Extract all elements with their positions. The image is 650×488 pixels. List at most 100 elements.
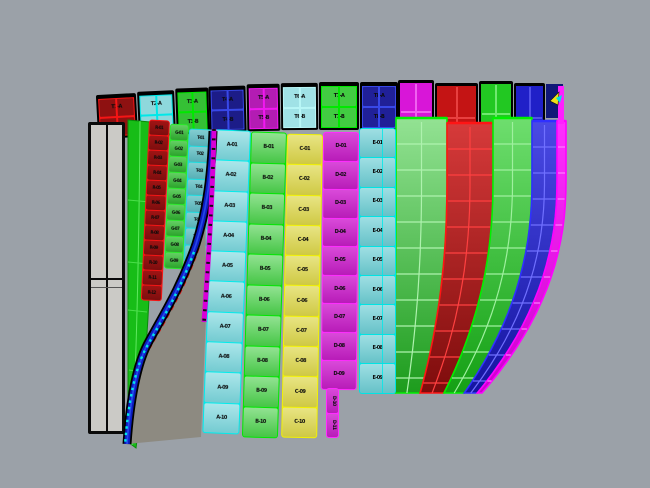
panel-cell[interactable]: G-05	[167, 188, 186, 205]
panel-cell[interactable]: D-10	[327, 389, 338, 413]
panel-cell[interactable]: G-03	[168, 156, 187, 173]
panel-cell[interactable]: R-12	[141, 285, 162, 301]
panel-cell[interactable]: A-10	[203, 402, 240, 434]
panel-cell[interactable]: C-01	[287, 134, 322, 165]
panel-cell[interactable]: R-08	[144, 225, 165, 241]
panel-label: T-08	[192, 250, 200, 256]
panel-cell[interactable]: R-11	[142, 270, 163, 286]
panel-cell[interactable]: T-05	[186, 195, 210, 212]
panel-cell[interactable]: B-04	[248, 223, 284, 255]
panel-cell[interactable]: A-04	[210, 221, 247, 252]
panel-cell[interactable]: G-04	[168, 172, 186, 189]
panel-cell[interactable]: R-05	[146, 180, 167, 196]
panel-cell[interactable]: A-05	[209, 251, 246, 283]
panel-cell[interactable]: G-08	[165, 236, 184, 253]
panel-cell[interactable]: C-09	[282, 377, 318, 407]
panel-cell[interactable]: R-09	[143, 240, 164, 256]
panel-cell[interactable]: C-05	[285, 255, 320, 286]
panel-cell[interactable]: R-01	[149, 120, 169, 136]
panel-cell[interactable]: D-06	[322, 275, 357, 304]
panel-cell[interactable]: B-02	[250, 162, 286, 194]
panel-cell[interactable]: A-01	[213, 130, 250, 161]
panel-cell[interactable]: A-07	[206, 311, 243, 343]
top-panel-t7[interactable]: T7-AT7-B	[319, 82, 359, 130]
panel-cell[interactable]: A-03	[211, 190, 248, 222]
panel-cell[interactable]: E-07	[360, 305, 395, 335]
panel-column-col-d-tail[interactable]: D-10 D-11	[326, 388, 339, 438]
panel-cell[interactable]: C-10	[282, 407, 317, 438]
panel-cell[interactable]: C-06	[284, 286, 320, 317]
panel-label: C-07	[295, 327, 307, 334]
panel-cell[interactable]: R-07	[145, 210, 165, 226]
band-blue-isoline	[470, 125, 546, 394]
panel-label: E-03	[372, 198, 383, 205]
panel-label: C-05	[297, 267, 308, 274]
panel-cell[interactable]: D-05	[322, 246, 357, 275]
panel-cell[interactable]: T-07	[185, 228, 208, 245]
panel-cell[interactable]: B-01	[251, 132, 286, 163]
detail-gray-panel[interactable]	[88, 122, 125, 434]
panel-cell[interactable]: A-09	[204, 372, 241, 404]
panel-label: D-04	[334, 228, 346, 235]
panel-cell[interactable]: C-07	[283, 316, 319, 347]
panel-cell[interactable]: E-01	[360, 129, 395, 158]
panel-cell[interactable]: E-03	[360, 187, 395, 217]
panel-label: R-03	[153, 154, 162, 161]
panel-cell[interactable]: T-08	[184, 244, 208, 262]
panel-cell[interactable]: E-09	[360, 364, 395, 393]
panel-cell[interactable]: T-06	[186, 211, 209, 229]
panel-cell[interactable]: G-09	[164, 252, 183, 269]
panel-cell[interactable]: E-06	[360, 275, 395, 305]
panel-column-col-d[interactable]: D-01 D-02 D-03 D-04 D-05 D-06 D-07 D-08 D-09	[320, 131, 359, 390]
panel-cell[interactable]: R-02	[148, 135, 169, 151]
gray-panel-divider-horizontal	[91, 278, 122, 280]
panel-cell[interactable]: D-09	[321, 360, 357, 389]
panel-cell[interactable]: G-07	[166, 220, 184, 237]
panel-cell[interactable]: C-03	[286, 195, 321, 226]
panel-cell[interactable]: T-02	[188, 146, 212, 163]
panel-column-col-c[interactable]: C-01 C-02 C-03 C-04 C-05 C-06 C-07 C-08 C-09 C-10	[281, 133, 323, 439]
panel-cell[interactable]: D-04	[323, 218, 358, 247]
panel-cell[interactable]: D-03	[323, 189, 358, 218]
panel-cell[interactable]: E-02	[360, 158, 395, 188]
panel-cell[interactable]: T-04	[187, 179, 210, 196]
panel-cell[interactable]: A-08	[205, 342, 242, 373]
panel-cell[interactable]: C-02	[286, 164, 322, 195]
panel-label: D-10	[330, 395, 336, 406]
band-magenta-edge[interactable]	[475, 120, 567, 394]
panel-cell[interactable]: B-08	[244, 345, 280, 377]
panel-label: R-02	[154, 139, 163, 146]
panel-cell[interactable]: B-09	[243, 376, 279, 407]
panel-cell[interactable]: B-07	[245, 315, 281, 346]
panel-cell[interactable]: C-04	[285, 225, 321, 256]
panel-cell[interactable]: R-03	[147, 150, 168, 166]
panel-cell[interactable]: G-06	[166, 204, 185, 221]
panel-cell[interactable]: B-06	[246, 284, 282, 316]
panel-cell[interactable]: T-01	[189, 129, 212, 146]
panel-cell[interactable]: D-01	[323, 132, 358, 161]
panel-cell[interactable]: D-08	[322, 332, 357, 361]
panel-cell[interactable]: B-05	[247, 254, 283, 285]
panel-label: B-09	[255, 387, 267, 395]
panel-cell[interactable]: D-11	[327, 413, 338, 437]
panel-cell[interactable]: G-01	[170, 124, 188, 141]
panel-cell[interactable]: R-10	[143, 255, 163, 271]
panel-cell[interactable]: R-06	[145, 195, 166, 211]
panel-column-col-e[interactable]: E-01 E-02 E-03 E-04 E-05 E-06 E-07 E-08 E-09	[359, 128, 396, 394]
panel-cell[interactable]: B-03	[249, 193, 285, 224]
panel-cell[interactable]: G-02	[169, 140, 188, 157]
panel-label: T-01	[197, 134, 205, 140]
panel-cell[interactable]: E-08	[360, 334, 395, 364]
panel-cell[interactable]: E-04	[360, 217, 395, 246]
panel-cell[interactable]: T-03	[188, 162, 211, 179]
panel-cell[interactable]: D-02	[323, 161, 358, 190]
panel-cell[interactable]: D-07	[322, 303, 357, 332]
panel-cell[interactable]: A-02	[212, 160, 249, 192]
panel-label: R-07	[150, 214, 160, 221]
panel-cell[interactable]: A-06	[208, 281, 245, 313]
panel-cell[interactable]: R-04	[147, 165, 167, 181]
gray-panel-divider-horizontal-2	[91, 287, 122, 288]
panel-cell[interactable]: B-10	[242, 406, 278, 438]
panel-cell[interactable]: E-05	[360, 246, 395, 276]
panel-cell[interactable]: C-08	[283, 346, 318, 377]
